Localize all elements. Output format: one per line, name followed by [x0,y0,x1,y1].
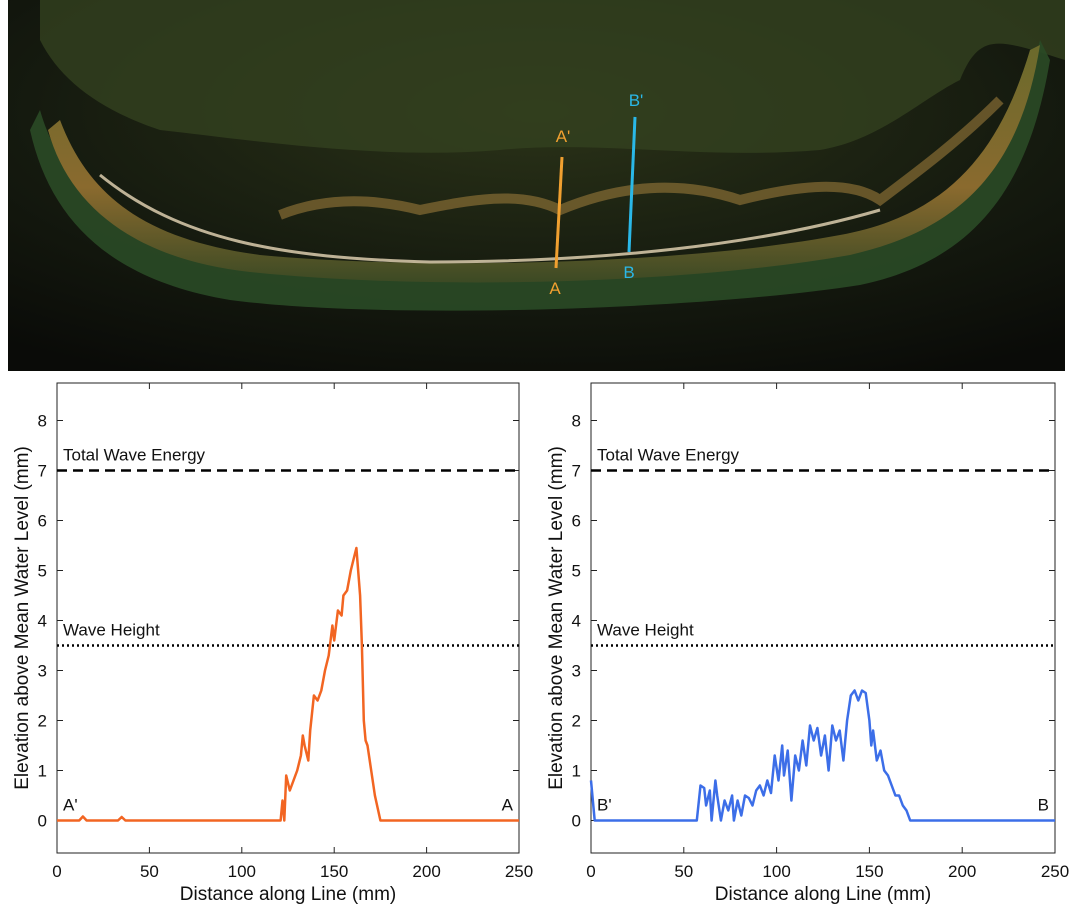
reference-label: Total Wave Energy [597,446,740,465]
x-tick-label: 0 [586,862,595,881]
x-tick-label: 250 [505,862,533,881]
x-tick-label: 0 [52,862,61,881]
data-line [57,546,519,822]
y-tick-label: 7 [38,462,47,481]
x-tick-label: 100 [228,862,256,881]
photo-label: A' [556,127,571,146]
photo-label: B [623,263,634,282]
y-tick-label: 1 [38,762,47,781]
x-tick-label: 50 [140,862,159,881]
y-tick-label: 6 [38,512,47,531]
annotation: A' [63,796,78,815]
profile-line-a [554,156,564,269]
y-tick-label: 2 [572,712,581,731]
x-axis-label: Distance along Line (mm) [715,884,931,905]
profile-line-b [627,116,637,253]
photo-label: A [549,279,561,298]
y-axis-label: Elevation above Mean Water Level (mm) [12,446,33,790]
x-tick-label: 100 [762,862,790,881]
y-tick-label: 1 [572,762,581,781]
y-tick-label: 4 [572,612,581,631]
x-axis-label: Distance along Line (mm) [180,884,396,905]
x-tick-label: 150 [855,862,883,881]
x-tick-label: 200 [412,862,440,881]
reference-label: Total Wave Energy [63,446,206,465]
y-axis-label: Elevation above Mean Water Level (mm) [546,446,567,790]
photo: A' A B' B [8,0,1065,371]
y-tick-label: 0 [38,812,47,831]
photo-foliage [40,0,1065,153]
x-tick-label: 250 [1041,862,1069,881]
data-line [589,689,1055,822]
y-tick-label: 2 [38,712,47,731]
photo-cusps [278,96,1004,220]
y-tick-label: 7 [572,462,581,481]
chart: 0 50 100 150 200 250 0 1 2 3 4 5 6 7 8 Total Wave Energ… [546,382,1069,905]
annotation: B' [597,796,612,815]
reference-label: Wave Height [597,621,694,640]
y-tick-label: 0 [572,812,581,831]
photo-label: B' [629,91,644,110]
y-tick-label: 4 [38,612,47,631]
x-tick-label: 200 [948,862,976,881]
y-tick-label: 8 [572,412,581,431]
y-tick-label: 6 [572,512,581,531]
annotation: A [502,796,514,815]
plot-area [590,382,1056,854]
y-tick-label: 5 [572,562,581,581]
plot-area [56,382,520,854]
x-tick-label: 50 [674,862,693,881]
y-tick-label: 3 [38,662,47,681]
y-tick-label: 3 [572,662,581,681]
y-tick-label: 5 [38,562,47,581]
annotation: B [1038,796,1049,815]
reference-label: Wave Height [63,621,160,640]
chart: 0 50 100 150 200 250 0 1 2 3 4 5 6 7 8 Total Wave Energ… [12,382,533,905]
x-tick-label: 150 [320,862,348,881]
photo-shoreline [99,173,881,264]
y-tick-label: 8 [38,412,47,431]
